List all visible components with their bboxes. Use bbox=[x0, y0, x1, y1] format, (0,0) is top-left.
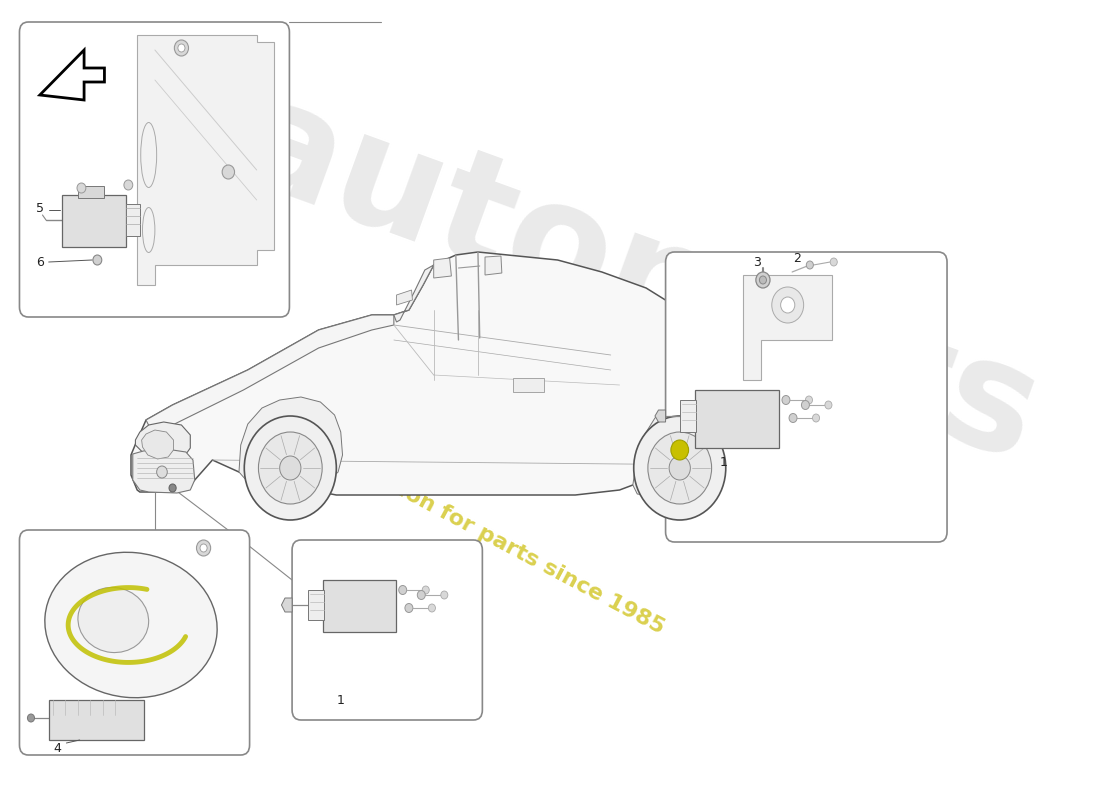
Circle shape bbox=[178, 44, 185, 52]
Circle shape bbox=[175, 40, 188, 56]
Circle shape bbox=[813, 414, 820, 422]
Polygon shape bbox=[138, 35, 274, 285]
FancyBboxPatch shape bbox=[20, 22, 289, 317]
Text: 4: 4 bbox=[54, 742, 62, 754]
Text: autoparts: autoparts bbox=[217, 66, 1058, 494]
Polygon shape bbox=[744, 275, 832, 380]
Text: since 1985: since 1985 bbox=[342, 292, 861, 548]
Circle shape bbox=[802, 401, 810, 410]
Bar bbox=[514, 378, 544, 392]
Circle shape bbox=[398, 586, 407, 594]
Polygon shape bbox=[485, 256, 502, 275]
Circle shape bbox=[830, 258, 837, 266]
Circle shape bbox=[279, 456, 301, 480]
Bar bbox=[78, 186, 104, 198]
Circle shape bbox=[244, 416, 337, 520]
Polygon shape bbox=[131, 252, 759, 495]
Ellipse shape bbox=[45, 552, 217, 698]
Circle shape bbox=[789, 414, 797, 422]
Bar bbox=[695, 390, 779, 448]
Circle shape bbox=[782, 395, 790, 405]
Circle shape bbox=[825, 401, 832, 409]
Circle shape bbox=[781, 297, 795, 313]
Circle shape bbox=[92, 255, 102, 265]
Circle shape bbox=[669, 456, 691, 480]
Circle shape bbox=[428, 604, 436, 612]
Bar bbox=[125, 204, 140, 236]
Circle shape bbox=[648, 432, 712, 504]
FancyBboxPatch shape bbox=[293, 540, 483, 720]
Circle shape bbox=[417, 590, 426, 599]
Bar bbox=[680, 400, 695, 432]
Circle shape bbox=[805, 396, 813, 404]
Polygon shape bbox=[142, 430, 174, 459]
Circle shape bbox=[169, 484, 176, 492]
Text: 5: 5 bbox=[36, 202, 44, 214]
Circle shape bbox=[197, 540, 210, 556]
Text: 1: 1 bbox=[720, 455, 728, 469]
Bar bbox=[323, 580, 396, 632]
Text: 6: 6 bbox=[36, 257, 44, 270]
Circle shape bbox=[759, 276, 767, 284]
Circle shape bbox=[156, 466, 167, 478]
Polygon shape bbox=[40, 50, 104, 100]
Polygon shape bbox=[239, 397, 342, 490]
Circle shape bbox=[441, 591, 448, 599]
Circle shape bbox=[77, 183, 86, 193]
Bar bbox=[48, 700, 144, 740]
Polygon shape bbox=[394, 265, 433, 322]
Circle shape bbox=[222, 165, 234, 179]
Text: 1: 1 bbox=[337, 694, 344, 706]
Ellipse shape bbox=[78, 587, 148, 653]
Polygon shape bbox=[396, 290, 412, 305]
Circle shape bbox=[634, 416, 726, 520]
Circle shape bbox=[756, 272, 770, 288]
Circle shape bbox=[671, 440, 689, 460]
Polygon shape bbox=[632, 402, 732, 497]
Polygon shape bbox=[133, 450, 195, 493]
Polygon shape bbox=[433, 258, 451, 278]
Circle shape bbox=[405, 603, 412, 613]
Text: a passion for parts since 1985: a passion for parts since 1985 bbox=[323, 442, 668, 638]
Polygon shape bbox=[282, 598, 293, 612]
Bar bbox=[62, 195, 125, 247]
Text: 3: 3 bbox=[752, 257, 761, 270]
Circle shape bbox=[124, 180, 133, 190]
Polygon shape bbox=[146, 315, 394, 438]
Text: 2: 2 bbox=[793, 253, 801, 266]
Polygon shape bbox=[135, 422, 190, 462]
Circle shape bbox=[200, 544, 207, 552]
Circle shape bbox=[806, 261, 813, 269]
Circle shape bbox=[772, 287, 804, 323]
Polygon shape bbox=[654, 410, 666, 422]
Bar bbox=[308, 590, 323, 620]
Circle shape bbox=[422, 586, 429, 594]
Circle shape bbox=[258, 432, 322, 504]
Circle shape bbox=[28, 714, 34, 722]
FancyBboxPatch shape bbox=[20, 530, 250, 755]
FancyBboxPatch shape bbox=[666, 252, 947, 542]
